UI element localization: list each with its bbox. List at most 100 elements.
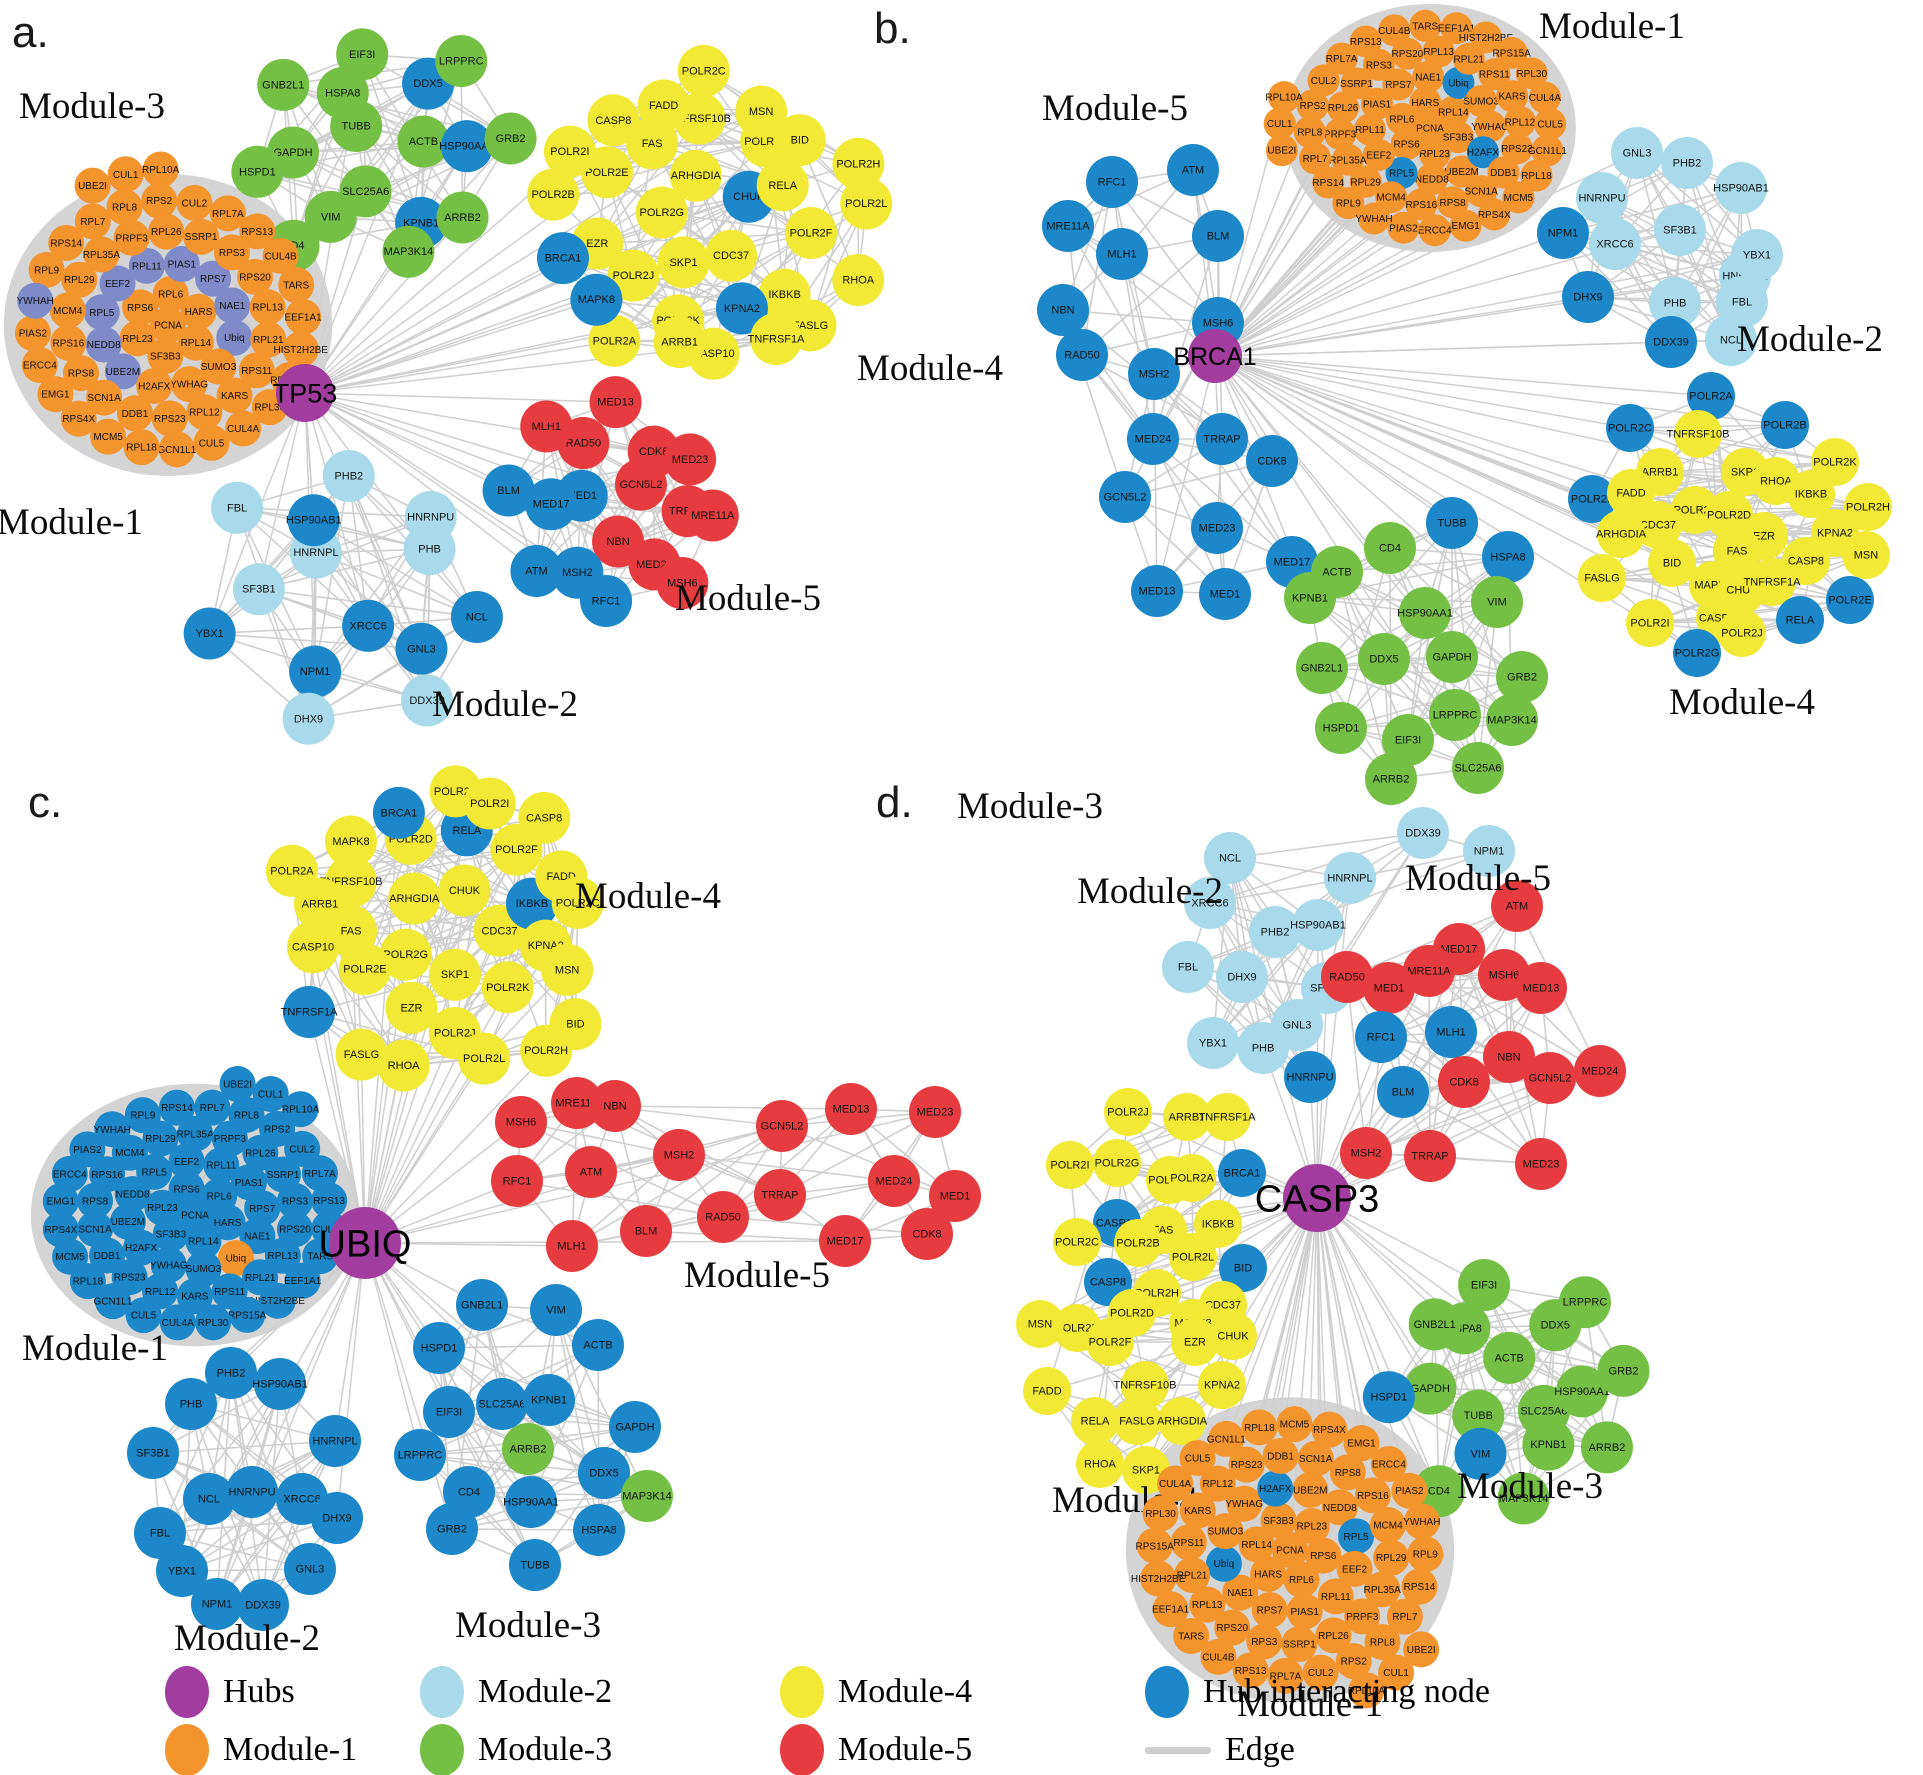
node-HARS[interactable]: HARS: [1250, 1556, 1287, 1593]
node-RPS6[interactable]: RPS6: [122, 289, 159, 326]
node-ATM[interactable]: ATM: [510, 545, 563, 598]
node-UBE2M[interactable]: UBE2M: [1292, 1471, 1329, 1508]
node-RFC1[interactable]: RFC1: [491, 1155, 543, 1207]
hub-BRCA1[interactable]: BRCA1: [1173, 329, 1257, 383]
node-MED17[interactable]: MED17: [819, 1215, 871, 1267]
node-TNFRSF1A[interactable]: TNFRSF1A: [1744, 558, 1802, 606]
node-ARRB1[interactable]: ARRB1: [1163, 1093, 1211, 1141]
node-RPS4X[interactable]: RPS4X: [1311, 1411, 1348, 1448]
node-RPL18[interactable]: RPL18: [1520, 159, 1553, 192]
node-GNB2L1[interactable]: GNB2L1: [456, 1279, 508, 1331]
node-MLH1[interactable]: MLH1: [520, 400, 573, 453]
node-SF3B3[interactable]: SF3B3: [1260, 1502, 1297, 1539]
node-RPS2[interactable]: RPS2: [141, 182, 178, 219]
node-CUL4B[interactable]: CUL4B: [1200, 1638, 1237, 1675]
node-MED23[interactable]: MED23: [1191, 502, 1243, 554]
node-CUL4B[interactable]: CUL4B: [262, 237, 299, 274]
node-RPL7[interactable]: RPL7: [1386, 1598, 1423, 1635]
node-DHX9[interactable]: DHX9: [311, 1492, 363, 1544]
node-FADD[interactable]: FADD: [637, 79, 690, 132]
node-YBX1[interactable]: YBX1: [1731, 229, 1783, 281]
node-MSH2[interactable]: MSH2: [1340, 1127, 1392, 1179]
node-MSH6[interactable]: MSH6: [656, 557, 709, 610]
node-LRPPRC[interactable]: LRPPRC: [394, 1429, 446, 1481]
node-RPL23[interactable]: RPL23: [1418, 137, 1451, 170]
node-CUL2[interactable]: CUL2: [1307, 64, 1340, 97]
node-MAP3K14[interactable]: MAP3K14: [621, 1470, 673, 1522]
node-MED13[interactable]: MED13: [589, 376, 642, 429]
node-CDK8[interactable]: CDK8: [1438, 1056, 1490, 1108]
node-POLR2J[interactable]: POLR2J: [607, 249, 660, 302]
node-MED23[interactable]: MED23: [909, 1086, 961, 1138]
node-RPL12[interactable]: RPL12: [1199, 1465, 1236, 1502]
node-SF3B1[interactable]: SF3B1: [1654, 204, 1706, 256]
node-POLR2I[interactable]: POLR2I: [1046, 1141, 1094, 1189]
hub-TP53[interactable]: TP53: [273, 364, 338, 422]
node-SCN1A[interactable]: SCN1A: [76, 1210, 113, 1247]
node-RHOA[interactable]: RHOA: [377, 1039, 430, 1092]
node-MSN[interactable]: MSN: [1016, 1300, 1064, 1348]
node-KPNB1[interactable]: KPNB1: [523, 1374, 575, 1426]
node-GNB2L1[interactable]: GNB2L1: [257, 58, 310, 111]
node-RPL11[interactable]: RPL11: [1317, 1578, 1354, 1615]
node-MCM4[interactable]: MCM4: [1369, 1507, 1406, 1544]
node-CHUK[interactable]: CHUK: [1209, 1312, 1257, 1360]
node-RPL11[interactable]: RPL11: [128, 247, 165, 284]
node-TNFRSF10B[interactable]: TNFRSF10B: [1667, 410, 1730, 458]
node-UBE2M[interactable]: UBE2M: [104, 353, 141, 390]
node-RPL23[interactable]: RPL23: [119, 320, 156, 357]
node-YBX1[interactable]: YBX1: [1187, 1017, 1239, 1069]
node-HNRNPL[interactable]: HNRNPL: [309, 1415, 361, 1467]
node-RPL11[interactable]: RPL11: [1353, 113, 1386, 146]
node-ARRB2[interactable]: ARRB2: [502, 1423, 554, 1475]
node-HSPD1[interactable]: HSPD1: [231, 145, 284, 198]
node-MRE11A[interactable]: MRE11A: [1042, 200, 1094, 252]
node-RPL35A[interactable]: RPL35A: [177, 1115, 215, 1152]
node-MAP3K14[interactable]: MAP3K14: [1486, 694, 1538, 746]
node-RPL7A[interactable]: RPL7A: [301, 1155, 338, 1192]
node-RPS15A[interactable]: RPS15A: [228, 1296, 267, 1333]
node-POLR2A[interactable]: POLR2A: [588, 314, 641, 367]
node-RPS11[interactable]: RPS11: [1478, 58, 1511, 91]
node-ATM[interactable]: ATM: [565, 1146, 617, 1198]
node-RPL12[interactable]: RPL12: [1503, 105, 1536, 138]
node-RPS7[interactable]: RPS7: [1251, 1592, 1288, 1629]
node-RPL7A[interactable]: RPL7A: [1325, 42, 1358, 75]
node-TARS[interactable]: TARS: [278, 266, 315, 303]
node-NPM1[interactable]: NPM1: [1537, 207, 1589, 259]
node-RPL13[interactable]: RPL13: [264, 1237, 301, 1274]
node-CUL4A[interactable]: CUL4A: [159, 1304, 196, 1341]
node-CUL5[interactable]: CUL5: [1534, 107, 1567, 140]
node-SLC25A6[interactable]: SLC25A6: [476, 1378, 528, 1430]
node-MCM4[interactable]: MCM4: [1375, 181, 1408, 214]
node-POLR2B[interactable]: POLR2B: [1761, 401, 1809, 449]
node-GCN1L1[interactable]: GCN1L1: [1528, 134, 1567, 167]
node-POLR2A[interactable]: POLR2A: [1168, 1154, 1216, 1202]
node-EIF3I[interactable]: EIF3I: [336, 28, 389, 81]
node-CDC37[interactable]: CDC37: [1634, 501, 1682, 549]
node-CUL4B[interactable]: CUL4B: [1378, 14, 1411, 47]
node-NAE1[interactable]: NAE1: [1222, 1574, 1259, 1611]
node-HSP90AA1[interactable]: HSP90AA1: [1397, 587, 1453, 639]
node-Ubiq[interactable]: Ubiq: [216, 319, 253, 356]
node-ACTB[interactable]: ACTB: [572, 1319, 624, 1371]
node-NEDD8[interactable]: NEDD8: [85, 326, 122, 363]
node-RPL14[interactable]: RPL14: [185, 1223, 222, 1260]
node-GCN1L1[interactable]: GCN1L1: [1207, 1420, 1246, 1457]
node-MCM5[interactable]: MCM5: [1502, 181, 1535, 214]
node-RAD50[interactable]: RAD50: [697, 1191, 749, 1243]
node-RPL18[interactable]: RPL18: [1241, 1409, 1278, 1446]
node-POLR2C[interactable]: POLR2C: [551, 876, 604, 929]
node-MED23[interactable]: MED23: [1515, 1138, 1567, 1190]
node-SSRP1[interactable]: SSRP1: [1340, 67, 1373, 100]
node-TNFRSF1A[interactable]: TNFRSF1A: [748, 312, 806, 365]
node-RPS6[interactable]: RPS6: [1305, 1537, 1342, 1574]
node-POLR2J[interactable]: POLR2J: [1718, 609, 1766, 657]
node-RFC1[interactable]: RFC1: [1355, 1011, 1407, 1063]
node-PRPF3[interactable]: PRPF3: [113, 219, 150, 256]
node-RPL12[interactable]: RPL12: [186, 394, 223, 431]
node-RELA[interactable]: RELA: [756, 159, 809, 212]
node-EEF1A1[interactable]: EEF1A1: [284, 1262, 322, 1299]
node-RELA[interactable]: RELA: [1776, 596, 1824, 644]
node-PHB[interactable]: PHB: [165, 1378, 217, 1430]
